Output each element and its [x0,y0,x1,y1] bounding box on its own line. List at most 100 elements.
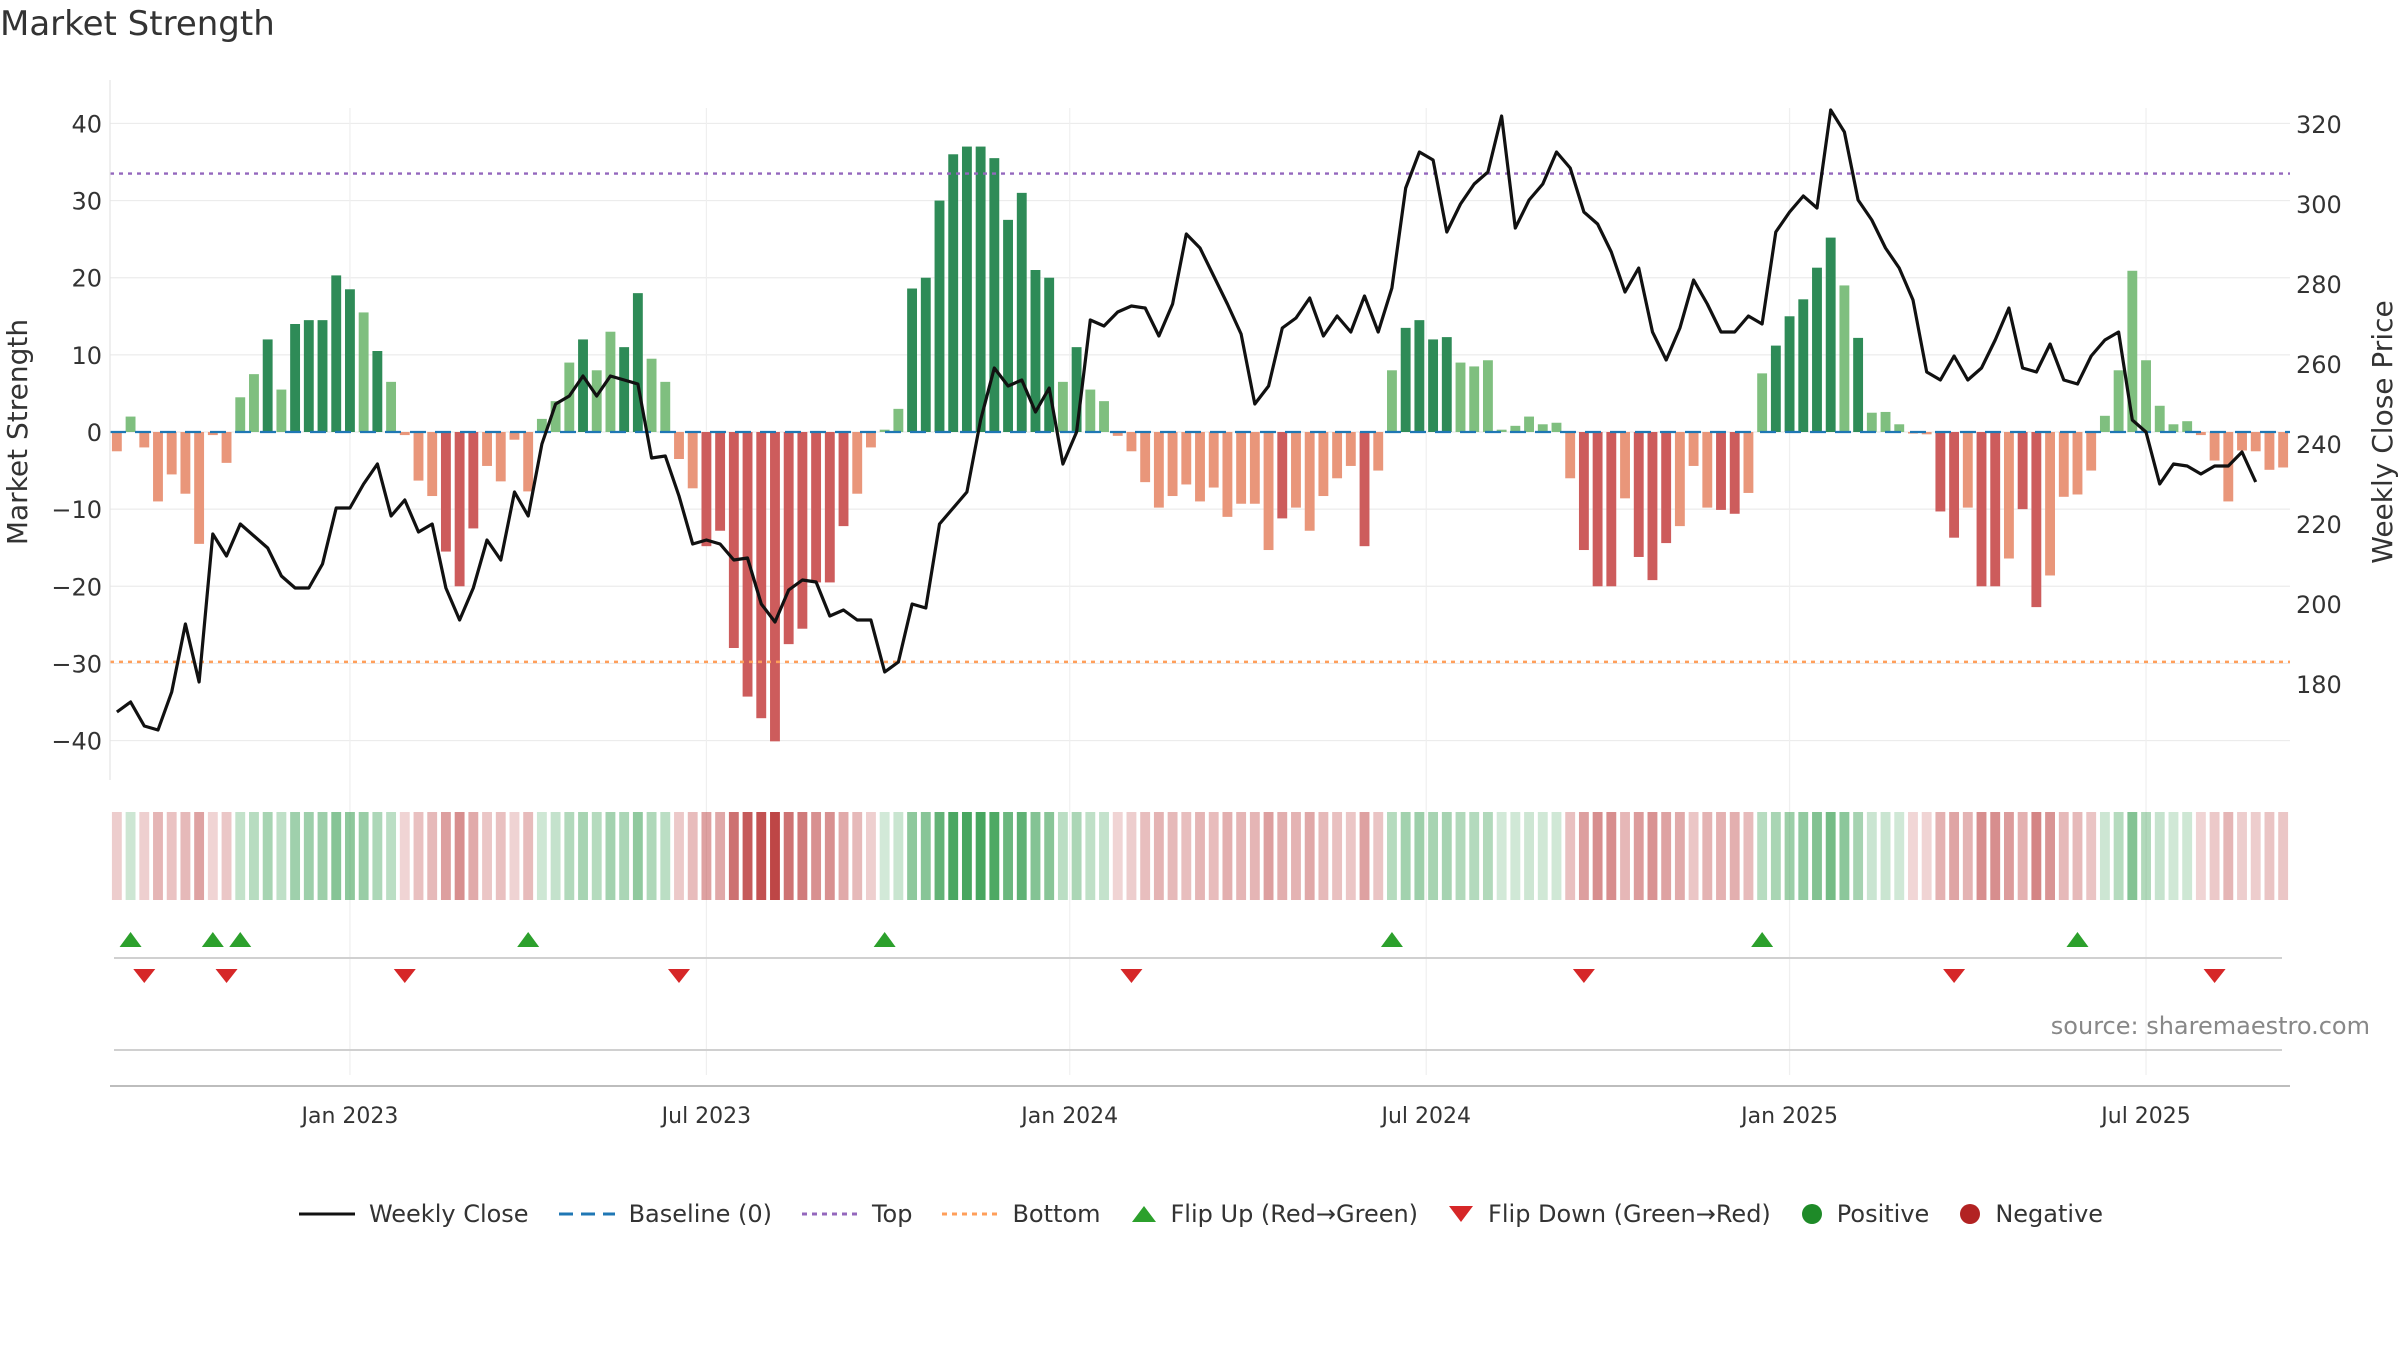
strength-bar [207,432,218,436]
heat-cell [1249,812,1260,900]
y-tick-label-left: −20 [51,573,102,601]
flip-down-icon [393,969,416,983]
heat-cell [372,812,383,900]
strength-bar [1592,432,1603,587]
strength-bar [1345,432,1356,466]
y-tick-label-left: 30 [71,188,102,216]
strength-bar [2003,432,2014,559]
heat-cell [1030,812,1041,900]
x-tick-label: Jul 2025 [2099,1104,2191,1129]
circle-icon [1960,1204,1981,1224]
strength-bar [619,347,630,432]
strength-bar [2113,370,2124,432]
strength-bar [1551,422,1562,432]
strength-bar [1044,277,1055,432]
heat-cell [2168,812,2179,900]
heat-cell [1524,812,1534,900]
strength-bar [1373,432,1384,471]
heat-cell [1428,812,1439,900]
heat-cell [111,812,122,900]
heat-cell [2250,812,2261,900]
heat-cell [2127,812,2138,900]
legend-label-close: Weekly Close [368,1200,529,1228]
strength-bar [1318,432,1329,497]
strength-bar [1249,432,1260,504]
heat-cell [358,812,369,900]
y-tick-label-left: −30 [51,650,102,678]
heat-cell [550,812,561,900]
y-tick-label-left: −10 [51,496,102,524]
heat-cell [1908,812,1918,900]
strength-bar [1195,432,1205,502]
heat-cell [1962,812,1973,900]
heat-cell [619,812,630,900]
strength-bar [1784,316,1795,432]
heat-cell [1112,812,1123,900]
heat-cell [1949,812,1960,900]
strength-bar [276,389,287,432]
x-tick-label: Jan 2024 [1019,1104,1118,1129]
heat-cell [1373,812,1384,900]
strength-bar [1167,432,1178,497]
strength-bar [1770,345,1781,432]
legend-label-bottom: Bottom [1012,1200,1101,1228]
heat-cell [591,812,602,900]
y-axis-label-left: Market Strength [1,319,34,545]
flip-down-icon [2203,969,2226,983]
legend: Weekly Close Baseline (0) Top Bottom Fli… [0,1200,2400,1228]
flip-down-icon [1120,969,1143,983]
heat-cell [824,812,835,900]
heat-cell [701,812,712,900]
strength-bar [413,432,424,481]
heat-cell [399,812,410,900]
y-tick-label-right: 180 [2296,671,2342,699]
strength-bar [866,432,876,448]
heat-cell [2195,812,2206,900]
strength-bar [1825,237,1836,432]
heat-cell [989,812,1000,900]
heat-cell [1935,812,1946,900]
flip-down-icon [1572,969,1595,983]
strength-bar [1524,416,1534,432]
heat-cell [1003,812,1013,900]
strength-bar [358,312,369,432]
heat-cell [1853,812,1864,900]
legend-label-flip-up: Flip Up (Red→Green) [1170,1200,1419,1228]
strength-bar [153,432,163,502]
strength-bar [797,432,808,629]
strength-bar [1071,347,1082,432]
heat-cell [811,812,822,900]
heat-cell [852,812,863,900]
strength-bar [482,432,492,466]
flip-up-icon [201,932,224,947]
heat-cell [907,812,918,900]
strength-bar [1812,267,1822,432]
heat-cell [756,812,767,900]
heat-cell [276,812,287,900]
heat-cell [1167,812,1178,900]
heat-cell [139,812,150,900]
heat-cell [427,812,438,900]
heat-cell [523,812,534,900]
strength-bar [893,408,904,432]
strength-bar [221,432,232,463]
strength-bar [1441,337,1452,432]
heat-cell [509,812,520,900]
heat-cell [1016,812,1027,900]
strength-bar [934,200,945,432]
strength-bar [1729,432,1740,514]
strength-bar [1469,366,1480,432]
y-tick-label-right: 300 [2296,191,2342,219]
strength-bar [1510,425,1521,432]
strength-bar [1208,432,1219,488]
strength-bar [166,432,177,475]
legend-item-flip-down: Flip Down (Green→Red) [1446,1200,1771,1228]
heat-cell [1057,812,1068,900]
heat-cell [1702,812,1713,900]
heat-cell [605,812,616,900]
strength-bar [1291,432,1301,508]
strength-bar [1496,429,1507,432]
heat-cell [1359,812,1370,900]
strength-bar [249,374,259,432]
heat-cell [1633,812,1644,900]
